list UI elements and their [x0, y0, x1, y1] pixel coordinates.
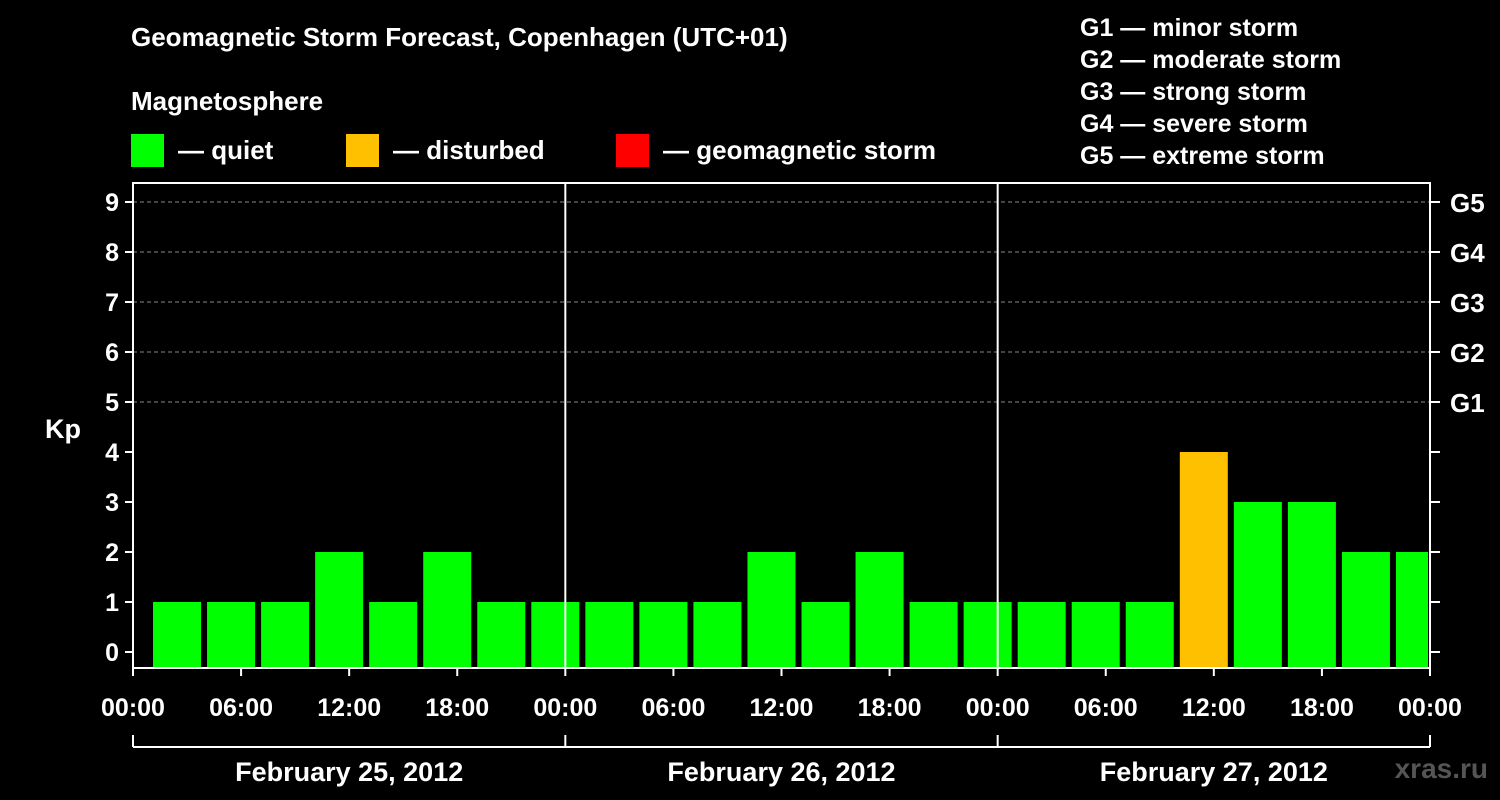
bar-0 [153, 602, 202, 668]
bar-22 [1341, 552, 1390, 668]
day-label-1: February 26, 2012 [667, 757, 895, 787]
y-tick-label-6: 6 [105, 339, 119, 367]
bar-16 [1017, 602, 1066, 668]
bar-2 [261, 602, 310, 668]
bar-14 [909, 602, 958, 668]
y-axis-label: Kp [45, 414, 81, 444]
bar-19 [1179, 452, 1228, 668]
storm-scale-legend: G1 — minor storm G2 — moderate storm G3 … [1080, 12, 1341, 172]
legend-storm-label: — geomagnetic storm [663, 134, 937, 165]
legend-heading: Magnetosphere [131, 86, 324, 116]
y-tick-label-8: 8 [105, 239, 119, 267]
legend-storm: — geomagnetic storm [616, 133, 936, 167]
x-tick-label-6: 12:00 [750, 694, 814, 722]
bar-12 [801, 602, 850, 668]
g-label-g1: G1 [1450, 388, 1485, 418]
g-label-g4: G4 [1450, 238, 1485, 268]
bar-18 [1125, 602, 1174, 668]
y-tick-label-9: 9 [105, 189, 119, 217]
y-tick-label-0: 0 [105, 639, 119, 667]
bar-23 [1395, 552, 1428, 668]
bar-21 [1287, 502, 1336, 668]
x-tick-label-5: 06:00 [641, 694, 705, 722]
bar-8 [585, 602, 634, 668]
x-tick-label-11: 18:00 [1290, 694, 1354, 722]
day-label-2: February 27, 2012 [1100, 757, 1328, 787]
y-tick-label-5: 5 [105, 389, 119, 417]
x-tick-label-8: 00:00 [966, 694, 1030, 722]
storm-scale-g4: G4 — severe storm [1080, 110, 1308, 138]
storm-scale-g5: G5 — extreme storm [1080, 142, 1325, 170]
legend-quiet-label: — quiet [178, 134, 274, 165]
x-tick-label-1: 06:00 [209, 694, 273, 722]
chart-title: Geomagnetic Storm Forecast, Copenhagen (… [131, 22, 788, 52]
day-label-0: February 25, 2012 [235, 757, 463, 787]
bar-20 [1233, 502, 1282, 668]
bar-13 [855, 552, 904, 668]
g-label-g2: G2 [1450, 338, 1485, 368]
x-tick-label-9: 06:00 [1074, 694, 1138, 722]
bar-4 [369, 602, 418, 668]
bar-1 [207, 602, 256, 668]
g-label-g5: G5 [1450, 188, 1485, 218]
y-tick-label-3: 3 [105, 489, 119, 517]
bar-11 [747, 552, 796, 668]
x-tick-label-7: 18:00 [858, 694, 922, 722]
bar-6 [477, 602, 526, 668]
watermark: xras.ru [1394, 753, 1488, 784]
y-tick-label-2: 2 [105, 539, 119, 567]
x-tick-label-2: 12:00 [317, 694, 381, 722]
x-tick-label-4: 00:00 [533, 694, 597, 722]
y-tick-label-7: 7 [105, 289, 119, 317]
bar-10 [693, 602, 742, 668]
legend-disturbed-swatch [346, 133, 379, 167]
storm-scale-g2: G2 — moderate storm [1080, 46, 1342, 74]
legend-disturbed-label: — disturbed [393, 134, 545, 165]
y-tick-label-1: 1 [105, 589, 119, 617]
storm-scale-g1: G1 — minor storm [1080, 14, 1299, 42]
x-tick-label-0: 00:00 [101, 694, 165, 722]
bar-5 [423, 552, 472, 668]
bar-7 [531, 602, 580, 668]
y-tick-label-4: 4 [105, 439, 119, 467]
bar-15 [963, 602, 1012, 668]
bar-9 [639, 602, 688, 668]
legend-quiet: — quiet [131, 133, 273, 167]
x-tick-label-12: 00:00 [1398, 694, 1462, 722]
x-tick-label-3: 18:00 [425, 694, 489, 722]
x-tick-label-10: 12:00 [1182, 694, 1246, 722]
bar-17 [1071, 602, 1120, 668]
legend-storm-swatch [616, 133, 649, 167]
storm-scale-g3: G3 — strong storm [1080, 78, 1307, 106]
legend-quiet-swatch [131, 133, 164, 167]
legend-disturbed: — disturbed [346, 133, 545, 167]
g-label-g3: G3 [1450, 288, 1485, 318]
bar-3 [315, 552, 364, 668]
